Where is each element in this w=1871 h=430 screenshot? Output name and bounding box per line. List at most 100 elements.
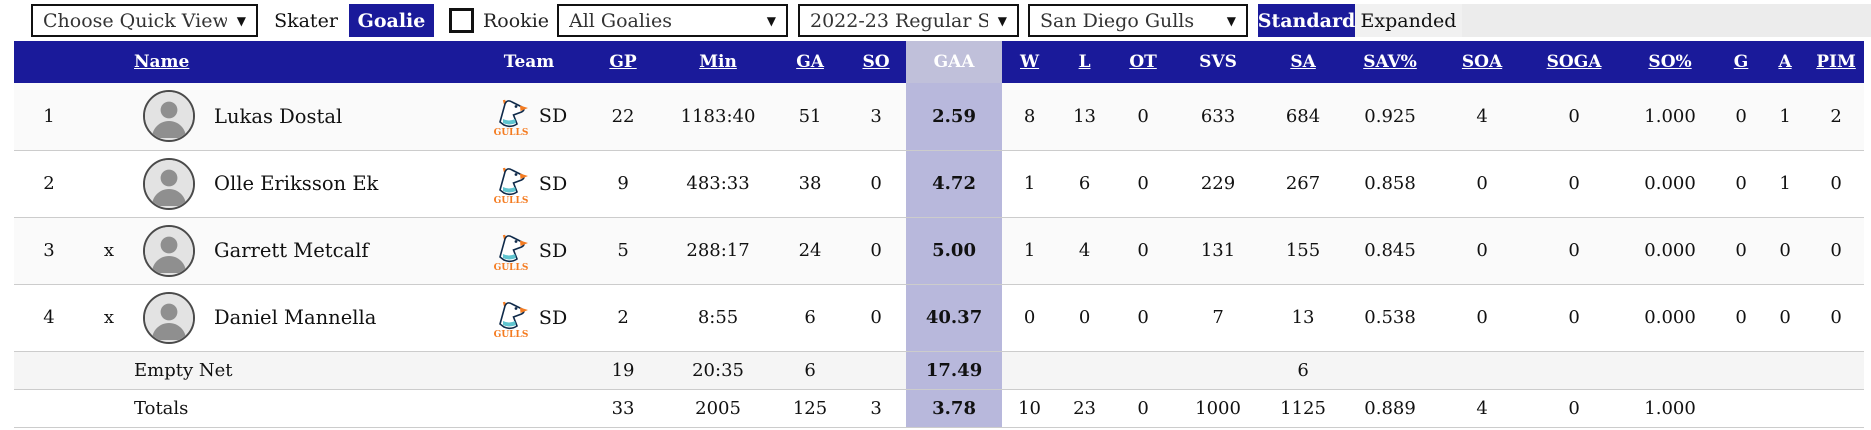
stat-cell-min: 8:55 — [697, 307, 739, 328]
stat-cell-svs: 633 — [1200, 105, 1236, 127]
stat-cell-so_pct: 1.000 — [1644, 105, 1696, 127]
goalie-stats-table: Name Team GP Min GA SO GAA W L OT SVS SA SAV% SOA SOGA… — [14, 41, 1865, 428]
col-header-min[interactable]: Min — [662, 41, 775, 83]
avatar-cell[interactable] — [134, 217, 204, 284]
stat-cell-so: 0 — [870, 240, 882, 261]
player-name[interactable]: Lukas Dostal — [214, 104, 343, 128]
quick-view-select[interactable]: Choose Quick View ▼ — [31, 4, 258, 37]
rank-cell: 4 — [43, 307, 55, 328]
stat-cell-a — [1762, 351, 1808, 389]
stat-cell-sav_pct: 0.538 — [1364, 307, 1416, 328]
svg-text:GULLS: GULLS — [494, 330, 529, 339]
stat-cell-ga: 51 — [798, 105, 822, 127]
player-name[interactable]: Olle Eriksson Ek — [214, 172, 379, 195]
stat-cell-ot: 0 — [1137, 307, 1149, 328]
stat-cell-gp: 22 — [611, 105, 635, 127]
rank-cell: 1 — [43, 105, 55, 127]
col-header-svs[interactable]: SVS — [1174, 41, 1263, 83]
team-abbr: SD — [538, 105, 568, 128]
stat-cell-soga — [1528, 351, 1620, 389]
stat-cell-l: 6 — [1078, 173, 1091, 194]
col-header-sa[interactable]: SA — [1262, 41, 1345, 83]
rookie-checkbox[interactable] — [449, 8, 474, 33]
stat-cell-w — [1002, 351, 1057, 389]
stat-cell-ot: 0 — [1137, 240, 1149, 261]
col-header-w[interactable]: W — [1002, 41, 1058, 83]
stat-cell-svs: 7 — [1212, 307, 1224, 328]
table-body: 1 Lukas Dostal GULLS SD 22 1183:40 51 3 2.59 8 13 0… — [14, 83, 1865, 427]
x-mark-cell: x — [103, 240, 115, 261]
toolbar-filler — [1462, 4, 1871, 37]
rank-cell: 3 — [43, 240, 55, 261]
table-row: 3 x Garrett Metcalf GULLS SD 5 288:17 24 0 5.00 1 4… — [14, 217, 1865, 284]
stat-cell-sa: 267 — [1285, 173, 1321, 194]
stat-cell-soa: 0 — [1476, 173, 1488, 194]
col-header-g[interactable]: G — [1720, 41, 1763, 83]
col-header-so_pct[interactable]: SO% — [1620, 41, 1721, 83]
col-header-name[interactable]: Name — [14, 41, 475, 83]
goalie-toggle-button[interactable]: Goalie — [349, 4, 434, 37]
standard-view-button[interactable]: Standard — [1258, 4, 1355, 37]
stat-cell-sa: 1125 — [1280, 397, 1326, 419]
stat-cell-sav_pct: 0.845 — [1364, 240, 1416, 261]
stat-cell-soa: 0 — [1476, 307, 1488, 328]
col-header-team[interactable]: Team — [474, 41, 585, 83]
stat-cell-g: 0 — [1735, 307, 1747, 328]
stat-cell-gaa: 40.37 — [906, 284, 1003, 351]
col-header-soa[interactable]: SOA — [1436, 41, 1529, 83]
expanded-view-button[interactable]: Expanded — [1355, 4, 1462, 37]
stat-cell-so: 0 — [870, 173, 882, 194]
avatar-cell[interactable] — [134, 83, 204, 150]
stat-cell-sa: 155 — [1285, 240, 1321, 261]
player-name[interactable]: Garrett Metcalf — [214, 239, 369, 262]
col-header-l[interactable]: L — [1057, 41, 1113, 83]
player-avatar — [143, 224, 195, 277]
stat-cell-svs: 131 — [1200, 240, 1236, 261]
person-icon — [145, 92, 193, 141]
person-icon — [145, 159, 193, 208]
stat-cell-l — [1057, 351, 1112, 389]
stat-cell-ot: 0 — [1137, 397, 1149, 419]
player-name[interactable]: Daniel Mannella — [214, 306, 377, 329]
col-header-soga[interactable]: SOGA — [1528, 41, 1621, 83]
table-row: 1 Lukas Dostal GULLS SD 22 1183:40 51 3 2.59 8 13 0… — [14, 83, 1865, 150]
stat-cell-sav_pct: 0.889 — [1364, 397, 1416, 419]
stat-cell-soga: 0 — [1568, 307, 1580, 328]
stat-cell-ot: 0 — [1137, 173, 1149, 194]
summary-row: Empty Net 19 20:35 6 17.49 6 — [14, 351, 1865, 389]
col-header-pim[interactable]: PIM — [1808, 41, 1865, 83]
col-header-so[interactable]: SO — [846, 41, 907, 83]
team-abbr: SD — [538, 306, 568, 329]
team-cell-empty — [474, 351, 584, 389]
col-header-gp[interactable]: GP — [584, 41, 663, 83]
skater-toggle-button[interactable]: Skater — [271, 4, 341, 37]
stat-cell-soga: 0 — [1568, 173, 1580, 194]
stat-cell-gp: 9 — [617, 173, 629, 194]
stat-cell-soga: 0 — [1568, 397, 1580, 419]
svg-text:GULLS: GULLS — [494, 128, 529, 137]
summary-label: Empty Net — [134, 359, 233, 381]
stat-cell-so_pct: 0.000 — [1644, 307, 1696, 328]
chevron-down-icon: ▼ — [236, 13, 246, 28]
col-header-ot[interactable]: OT — [1112, 41, 1175, 83]
season-filter-select[interactable]: 2022-23 Regular Sea ▼ — [798, 4, 1019, 37]
team-cell: GULLS SD — [474, 284, 584, 351]
col-header-ga[interactable]: GA — [774, 41, 847, 83]
team-filter-select[interactable]: San Diego Gulls ▼ — [1028, 4, 1248, 37]
gulls-team-logo-icon: GULLS — [494, 99, 529, 137]
avatar-cell[interactable] — [134, 284, 204, 351]
col-header-sav_pct[interactable]: SAV% — [1344, 41, 1437, 83]
svg-text:GULLS: GULLS — [494, 263, 529, 272]
stat-cell-gp: 19 — [611, 359, 635, 381]
stat-cell-svs — [1174, 351, 1262, 389]
stat-cell-svs: 1000 — [1195, 397, 1241, 419]
chevron-down-icon: ▼ — [766, 13, 776, 28]
stat-cell-ga: 6 — [804, 307, 816, 328]
position-filter-select[interactable]: All Goalies ▼ — [557, 4, 788, 37]
chevron-down-icon: ▼ — [997, 13, 1007, 28]
col-header-a[interactable]: A — [1762, 41, 1809, 83]
summary-row: Totals 33 2005 125 3 3.78 10 23 0 1000 1125 0.889 4 0… — [14, 389, 1865, 427]
stat-cell-l: 4 — [1078, 240, 1091, 261]
avatar-cell[interactable] — [134, 150, 204, 217]
